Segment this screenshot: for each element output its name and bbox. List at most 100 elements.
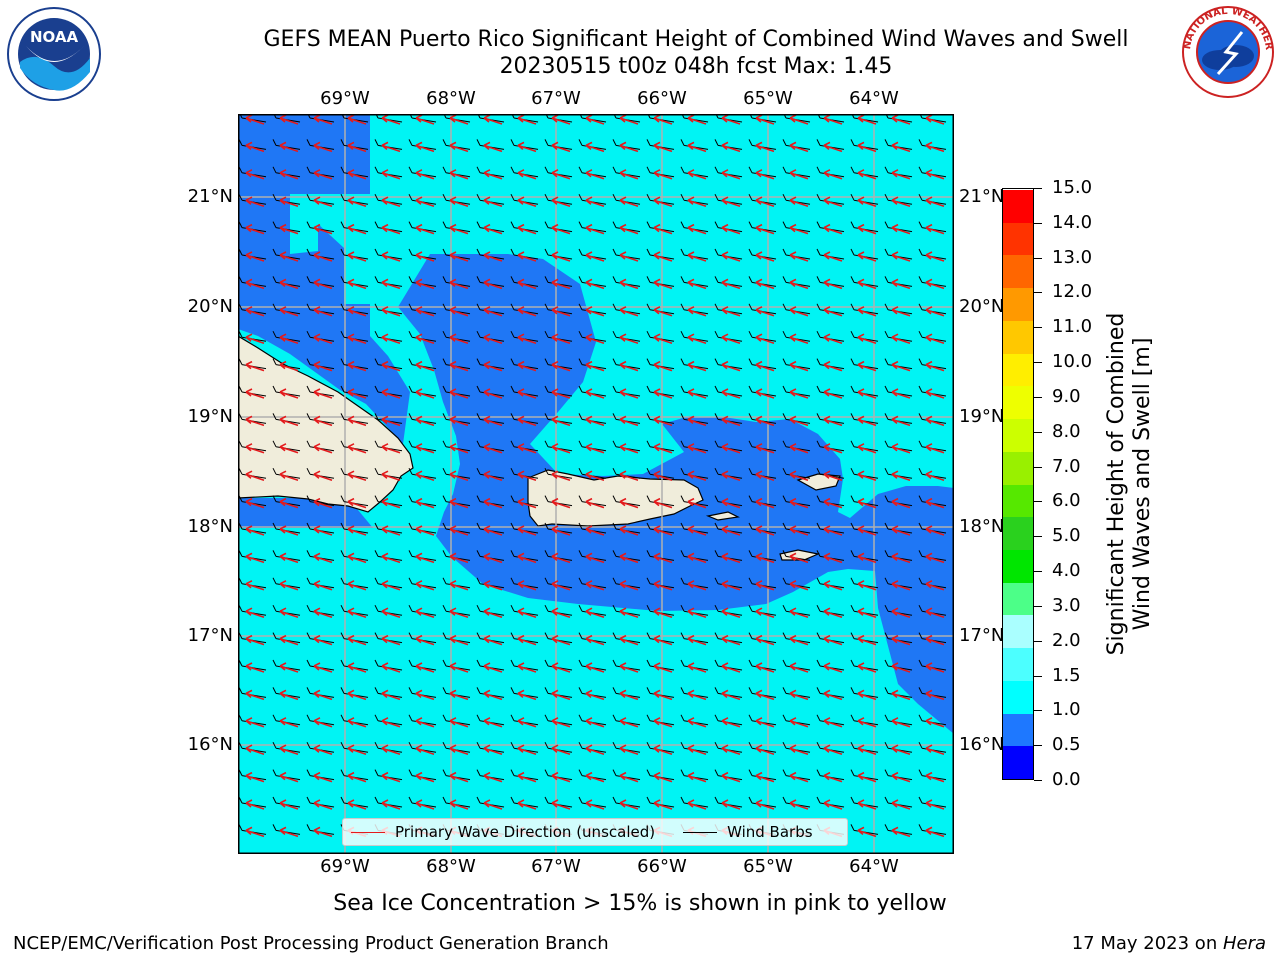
wave-direction-arrow [551, 360, 571, 372]
wave-direction-arrow [415, 388, 435, 399]
wave-direction-arrow [347, 141, 367, 153]
wave-direction-arrow [551, 388, 571, 399]
wave-direction-arrow [585, 223, 605, 235]
colorbar-segment [1003, 189, 1033, 223]
wave-direction-arrow [415, 662, 435, 673]
wave-direction-arrow [483, 470, 503, 481]
wave-direction-arrow [789, 141, 809, 153]
wave-direction-arrow [415, 607, 435, 618]
colorbar-tick [1034, 257, 1042, 259]
wave-direction-arrow [449, 497, 469, 509]
wave-direction-arrow [857, 717, 877, 728]
wave-direction-arrow [925, 771, 945, 783]
wave-direction-arrow [925, 333, 945, 344]
wave-direction-arrow [313, 360, 333, 372]
wave-direction-arrow [789, 717, 809, 728]
wave-direction-arrow [619, 278, 639, 290]
wave-direction-arrow [279, 771, 299, 783]
wave-direction-arrow [687, 196, 707, 207]
wave-direction-arrow [551, 744, 571, 755]
wave-direction-arrow [823, 141, 843, 153]
wave-direction-arrow [653, 744, 673, 755]
wave-direction-arrow [619, 223, 639, 235]
wave-direction-arrow [279, 388, 299, 399]
chart-subtitle: 20230515 t00z 048h fcst Max: 1.45 [499, 54, 893, 79]
wave-direction-arrow [687, 360, 707, 372]
wave-direction-arrow [279, 443, 299, 454]
wave-direction-arrow [687, 497, 707, 509]
wave-direction-arrow [789, 196, 809, 207]
wave-direction-arrow [619, 388, 639, 399]
wave-direction-arrow [891, 744, 911, 755]
wave-direction-arrow [517, 525, 537, 536]
wave-direction-arrow [551, 525, 571, 536]
wave-direction-arrow [347, 278, 367, 290]
wave-direction-arrow [347, 388, 367, 399]
wave-direction-arrow [585, 799, 605, 810]
wave-direction-arrow [483, 662, 503, 673]
wave-direction-arrow [483, 552, 503, 564]
wave-direction-arrow [381, 169, 401, 180]
wave-direction-arrow [381, 306, 401, 317]
wave-direction-arrow [585, 634, 605, 646]
wave-direction-arrow [619, 306, 639, 317]
wave-direction-arrow [891, 497, 911, 509]
wave-direction-arrow [721, 333, 741, 344]
lon-label-bottom: 67°W [531, 856, 581, 877]
wave-direction-arrow [313, 388, 333, 399]
colorbar-title: Significant Height of Combined Wind Wave… [1104, 244, 1156, 724]
wave-direction-arrow [279, 169, 299, 180]
wave-direction-arrow [279, 634, 299, 646]
wave-direction-arrow [925, 306, 945, 317]
wave-direction-arrow [415, 443, 435, 454]
legend-barb-label: Wind Barbs [727, 823, 813, 841]
wave-direction-arrow [517, 662, 537, 673]
lon-label-bottom: 65°W [743, 856, 793, 877]
wave-direction-arrow [721, 634, 741, 646]
wave-direction-arrow [755, 388, 775, 399]
colorbar-segment [1003, 222, 1033, 256]
wave-direction-arrow [891, 689, 911, 701]
wave-direction-arrow [755, 525, 775, 536]
wave-direction-arrow [823, 634, 843, 646]
wave-direction-arrow [585, 662, 605, 673]
wave-direction-arrow [755, 799, 775, 810]
noaa-logo: NOAA [7, 7, 101, 101]
wave-direction-arrow [551, 251, 571, 262]
legend-wave-label: Primary Wave Direction (unscaled) [395, 823, 656, 841]
wave-direction-arrow [517, 169, 537, 180]
wave-direction-arrow [449, 799, 469, 810]
wave-direction-arrow [483, 196, 503, 207]
wave-direction-arrow [823, 717, 843, 728]
wave-direction-arrow [721, 169, 741, 180]
wave-direction-arrow [415, 689, 435, 701]
colorbar-tick [1034, 188, 1042, 189]
wave-direction-arrow [891, 826, 911, 838]
wave-direction-arrow [381, 196, 401, 207]
footer-date: 17 May 2023 on Hera [1072, 933, 1266, 954]
wave-direction-arrow [585, 771, 605, 783]
wave-direction-arrow [925, 826, 945, 838]
wave-direction-arrow [823, 388, 843, 399]
wave-direction-arrow [585, 689, 605, 701]
colorbar-label: 11.0 [1052, 316, 1093, 338]
sea-ice-note: Sea Ice Concentration > 15% is shown in … [333, 891, 947, 916]
wave-direction-arrow [551, 306, 571, 317]
wave-direction-arrow [619, 799, 639, 810]
wave-direction-arrow [925, 415, 945, 427]
wave-direction-arrow [823, 552, 843, 564]
wave-direction-arrow [381, 251, 401, 262]
map-panel[interactable]: Primary Wave Direction (unscaled) Wind B… [238, 114, 954, 854]
wave-direction-arrow [585, 415, 605, 427]
wave-direction-arrow [789, 415, 809, 427]
wave-direction-arrow [279, 689, 299, 701]
wave-direction-arrow [313, 251, 333, 262]
colorbar [1002, 188, 1034, 780]
wave-direction-arrow [925, 689, 945, 701]
wave-direction-arrow [653, 634, 673, 646]
wave-direction-arrow [823, 443, 843, 454]
lat-label-left: 17°N [187, 625, 233, 646]
colorbar-tick [1034, 292, 1042, 294]
wave-direction-arrow [721, 443, 741, 454]
wave-direction-arrow [381, 278, 401, 290]
